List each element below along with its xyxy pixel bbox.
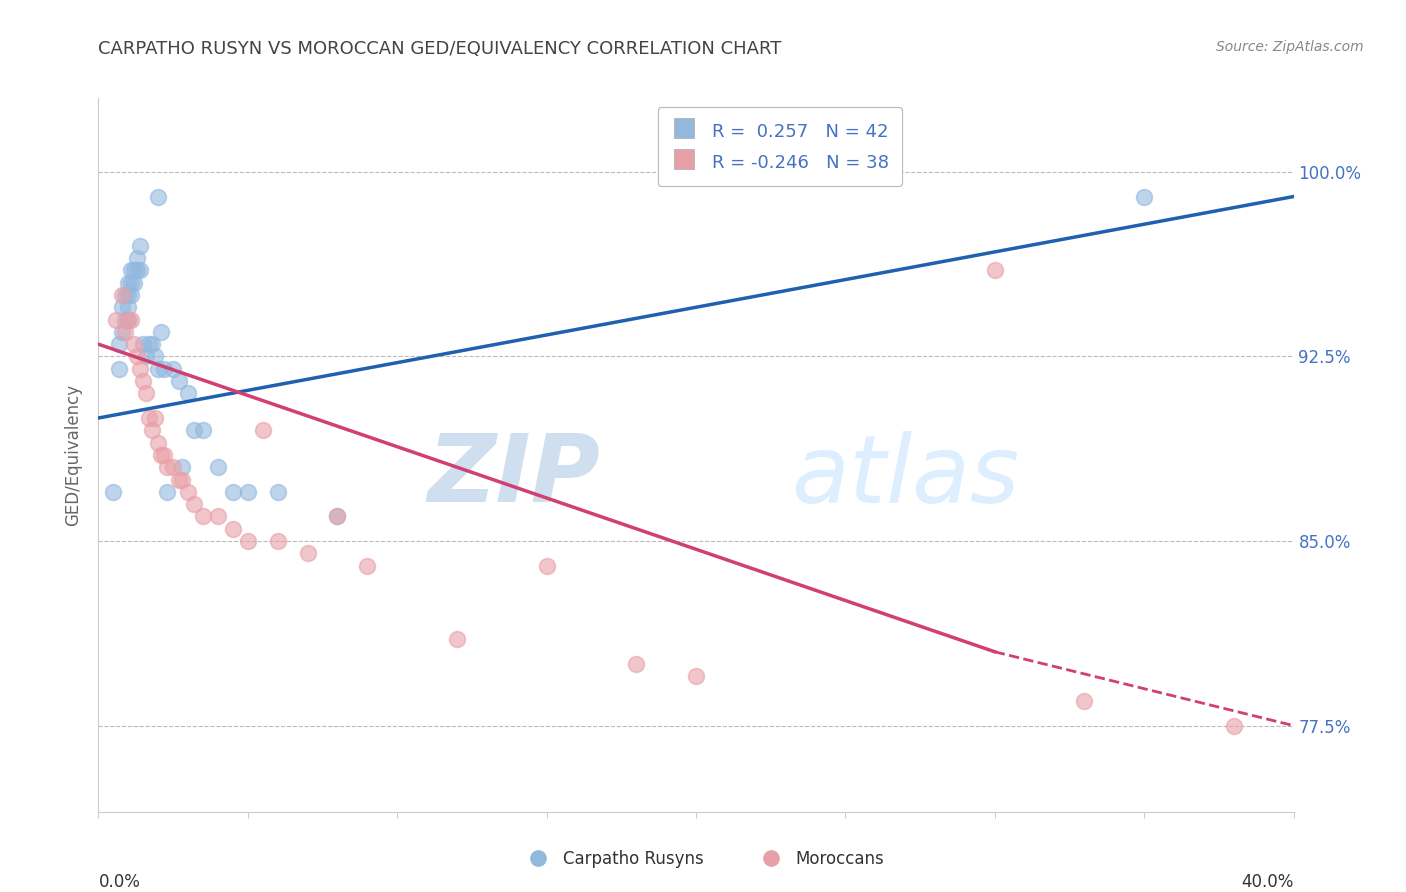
Point [114, 325, 136, 339]
Legend: Carpatho Rusyns, Moroccans: Carpatho Rusyns, Moroccans [515, 844, 891, 875]
Point [120, 276, 142, 290]
Point [191, 423, 214, 437]
Point [141, 337, 163, 351]
Point [297, 546, 319, 560]
Point [326, 509, 349, 524]
Y-axis label: GED/Equivalency: GED/Equivalency [65, 384, 83, 526]
Text: ZIP: ZIP [427, 430, 600, 523]
Point [167, 473, 190, 487]
Point [236, 484, 259, 499]
Point [129, 361, 152, 376]
Point [141, 423, 163, 437]
Point [127, 263, 149, 277]
Point [105, 312, 128, 326]
Point [124, 337, 146, 351]
Point [135, 350, 157, 364]
Point [984, 263, 1007, 277]
Point [356, 558, 378, 573]
Point [207, 460, 229, 475]
Text: 0.0%: 0.0% [98, 873, 141, 891]
Point [191, 509, 214, 524]
Point [120, 263, 142, 277]
Point [167, 374, 190, 388]
Point [148, 361, 170, 376]
Point [117, 300, 139, 314]
Point [222, 522, 245, 536]
Point [138, 411, 160, 425]
Point [222, 484, 245, 499]
Point [326, 509, 349, 524]
Point [117, 276, 139, 290]
Point [143, 350, 166, 364]
Point [172, 473, 194, 487]
Point [1133, 189, 1156, 203]
Point [153, 448, 176, 462]
Point [183, 497, 205, 511]
Point [685, 669, 707, 683]
Point [156, 460, 179, 475]
Text: Source: ZipAtlas.com: Source: ZipAtlas.com [1216, 40, 1364, 54]
Text: CARPATHO RUSYN VS MOROCCAN GED/EQUIVALENCY CORRELATION CHART: CARPATHO RUSYN VS MOROCCAN GED/EQUIVALEN… [98, 40, 782, 58]
Point [183, 423, 205, 437]
Point [446, 632, 468, 647]
Text: atlas: atlas [792, 431, 1019, 522]
Point [153, 361, 176, 376]
Point [129, 263, 152, 277]
Point [127, 350, 149, 364]
Point [111, 300, 134, 314]
Point [156, 484, 179, 499]
Point [132, 337, 155, 351]
Point [120, 288, 142, 302]
Point [177, 484, 200, 499]
Point [124, 263, 146, 277]
Point [127, 251, 149, 265]
Point [111, 288, 134, 302]
Point [207, 509, 229, 524]
Point [172, 460, 194, 475]
Point [117, 312, 139, 326]
Point [252, 423, 274, 437]
Point [132, 374, 155, 388]
Point [1222, 718, 1246, 732]
Text: 40.0%: 40.0% [1241, 873, 1294, 891]
Point [117, 312, 139, 326]
Point [135, 386, 157, 401]
Point [148, 189, 170, 203]
Point [150, 448, 173, 462]
Point [111, 325, 134, 339]
Point [103, 484, 125, 499]
Point [108, 337, 131, 351]
Legend: R =  0.257   N = 42, R = -0.246   N = 38: R = 0.257 N = 42, R = -0.246 N = 38 [658, 107, 901, 186]
Point [267, 534, 290, 549]
Point [267, 484, 290, 499]
Point [120, 312, 142, 326]
Point [148, 435, 170, 450]
Point [150, 325, 173, 339]
Point [124, 276, 146, 290]
Point [114, 288, 136, 302]
Point [143, 411, 166, 425]
Point [177, 386, 200, 401]
Point [236, 534, 259, 549]
Point [162, 361, 184, 376]
Point [1073, 694, 1095, 708]
Point [114, 312, 136, 326]
Point [108, 361, 131, 376]
Point [117, 288, 139, 302]
Point [162, 460, 184, 475]
Point [626, 657, 648, 671]
Point [138, 337, 160, 351]
Point [536, 558, 558, 573]
Point [129, 239, 152, 253]
